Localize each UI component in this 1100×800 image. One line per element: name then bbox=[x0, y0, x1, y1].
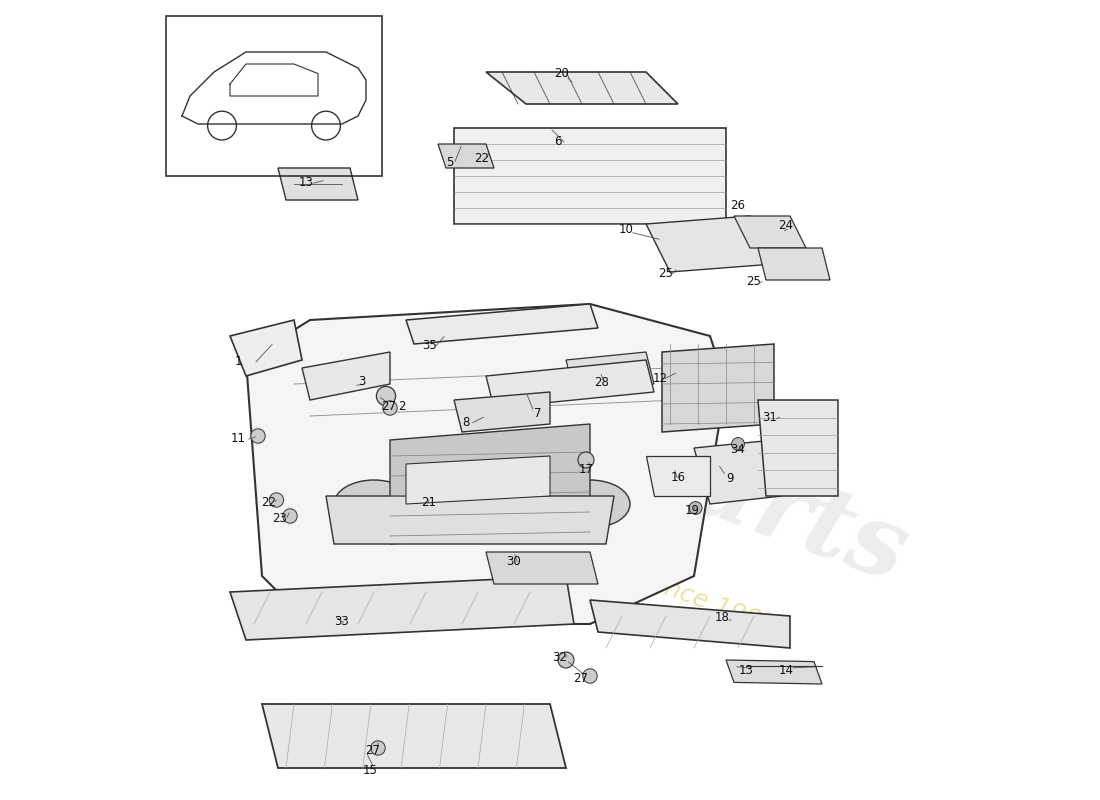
Text: 9: 9 bbox=[726, 472, 734, 485]
Polygon shape bbox=[726, 660, 822, 684]
Circle shape bbox=[376, 386, 396, 406]
Text: 13: 13 bbox=[738, 664, 754, 677]
Text: 26: 26 bbox=[730, 199, 746, 212]
Text: 7: 7 bbox=[535, 407, 541, 420]
Polygon shape bbox=[758, 248, 830, 280]
Text: 10: 10 bbox=[618, 223, 634, 236]
Polygon shape bbox=[230, 320, 302, 376]
Circle shape bbox=[732, 438, 745, 450]
Polygon shape bbox=[246, 304, 726, 624]
Text: 27: 27 bbox=[365, 744, 380, 757]
Polygon shape bbox=[590, 600, 790, 648]
Text: 35: 35 bbox=[422, 339, 438, 352]
Polygon shape bbox=[646, 456, 710, 496]
Polygon shape bbox=[406, 304, 598, 344]
Text: 27: 27 bbox=[573, 672, 587, 685]
Ellipse shape bbox=[334, 480, 414, 528]
Text: 1: 1 bbox=[234, 355, 242, 368]
Text: 5: 5 bbox=[447, 156, 453, 169]
Polygon shape bbox=[694, 440, 782, 504]
Text: 32: 32 bbox=[552, 651, 567, 664]
Text: 21: 21 bbox=[421, 496, 436, 509]
Polygon shape bbox=[566, 352, 654, 392]
Polygon shape bbox=[406, 456, 550, 504]
Text: 20: 20 bbox=[554, 67, 570, 80]
Polygon shape bbox=[662, 344, 774, 432]
Polygon shape bbox=[454, 392, 550, 432]
Circle shape bbox=[270, 493, 284, 507]
Circle shape bbox=[558, 652, 574, 668]
Text: 19: 19 bbox=[685, 504, 700, 517]
Text: 31: 31 bbox=[762, 411, 778, 424]
Text: 18: 18 bbox=[715, 611, 729, 624]
Text: 30: 30 bbox=[507, 555, 521, 568]
Polygon shape bbox=[486, 360, 654, 408]
Text: 11: 11 bbox=[231, 432, 245, 445]
Text: euroParts: euroParts bbox=[372, 325, 920, 603]
Text: a professional parts since 1985: a professional parts since 1985 bbox=[402, 482, 779, 638]
Text: 16: 16 bbox=[671, 471, 685, 484]
Text: 25: 25 bbox=[658, 267, 672, 280]
Circle shape bbox=[690, 502, 702, 514]
Text: 6: 6 bbox=[554, 135, 562, 148]
Text: 25: 25 bbox=[746, 275, 760, 288]
Bar bbox=[166, 16, 382, 176]
Text: 22: 22 bbox=[261, 496, 276, 509]
Polygon shape bbox=[262, 704, 566, 768]
Text: 17: 17 bbox=[579, 463, 594, 476]
Text: 22: 22 bbox=[474, 152, 490, 165]
Text: 2: 2 bbox=[398, 400, 406, 413]
Polygon shape bbox=[646, 216, 774, 272]
Text: 33: 33 bbox=[334, 615, 350, 628]
Text: 15: 15 bbox=[363, 764, 377, 777]
Text: 23: 23 bbox=[272, 512, 287, 525]
Polygon shape bbox=[734, 216, 806, 248]
Text: 8: 8 bbox=[462, 416, 470, 429]
Circle shape bbox=[283, 509, 297, 523]
Polygon shape bbox=[278, 168, 358, 200]
Circle shape bbox=[578, 452, 594, 468]
Circle shape bbox=[583, 669, 597, 683]
Text: 34: 34 bbox=[730, 443, 746, 456]
Text: 27: 27 bbox=[381, 400, 396, 413]
Polygon shape bbox=[230, 576, 574, 640]
Text: 12: 12 bbox=[653, 372, 668, 385]
Circle shape bbox=[371, 741, 385, 755]
Text: 13: 13 bbox=[298, 176, 314, 189]
Polygon shape bbox=[438, 144, 494, 168]
Polygon shape bbox=[326, 496, 614, 544]
Polygon shape bbox=[486, 72, 678, 104]
Text: 14: 14 bbox=[779, 664, 793, 677]
Polygon shape bbox=[486, 552, 598, 584]
Ellipse shape bbox=[550, 480, 630, 528]
Circle shape bbox=[251, 429, 265, 443]
Polygon shape bbox=[454, 128, 726, 224]
Text: 28: 28 bbox=[595, 376, 609, 389]
Polygon shape bbox=[390, 424, 590, 544]
Text: 3: 3 bbox=[359, 375, 365, 388]
Polygon shape bbox=[758, 400, 838, 496]
Polygon shape bbox=[302, 352, 390, 400]
Circle shape bbox=[383, 401, 397, 415]
Text: 24: 24 bbox=[779, 219, 793, 232]
